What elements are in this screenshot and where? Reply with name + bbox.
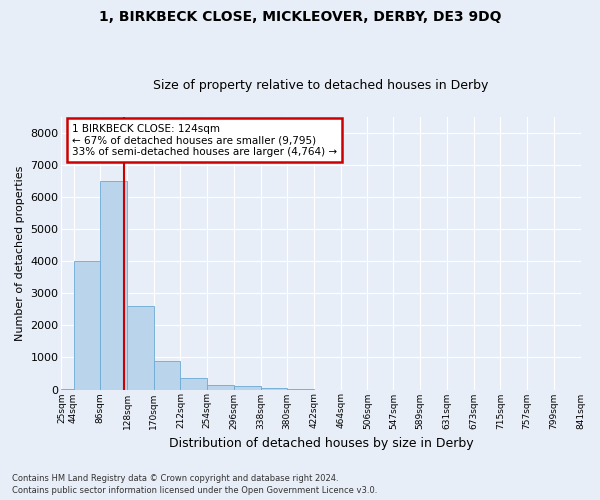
Text: 1 BIRKBECK CLOSE: 124sqm
← 67% of detached houses are smaller (9,795)
33% of sem: 1 BIRKBECK CLOSE: 124sqm ← 67% of detach… [72,124,337,157]
Bar [260,388,287,390]
Text: 1, BIRKBECK CLOSE, MICKLEOVER, DERBY, DE3 9DQ: 1, BIRKBECK CLOSE, MICKLEOVER, DERBY, DE… [99,10,501,24]
Title: Size of property relative to detached houses in Derby: Size of property relative to detached ho… [153,79,488,92]
Y-axis label: Number of detached properties: Number of detached properties [15,166,25,341]
Bar [234,386,260,390]
Bar [207,384,234,390]
Text: Contains HM Land Registry data © Crown copyright and database right 2024.
Contai: Contains HM Land Registry data © Crown c… [12,474,377,495]
Bar [181,378,207,390]
X-axis label: Distribution of detached houses by size in Derby: Distribution of detached houses by size … [169,437,473,450]
Bar [127,306,154,390]
Bar [100,181,127,390]
Bar [154,360,181,390]
Bar [74,261,100,390]
